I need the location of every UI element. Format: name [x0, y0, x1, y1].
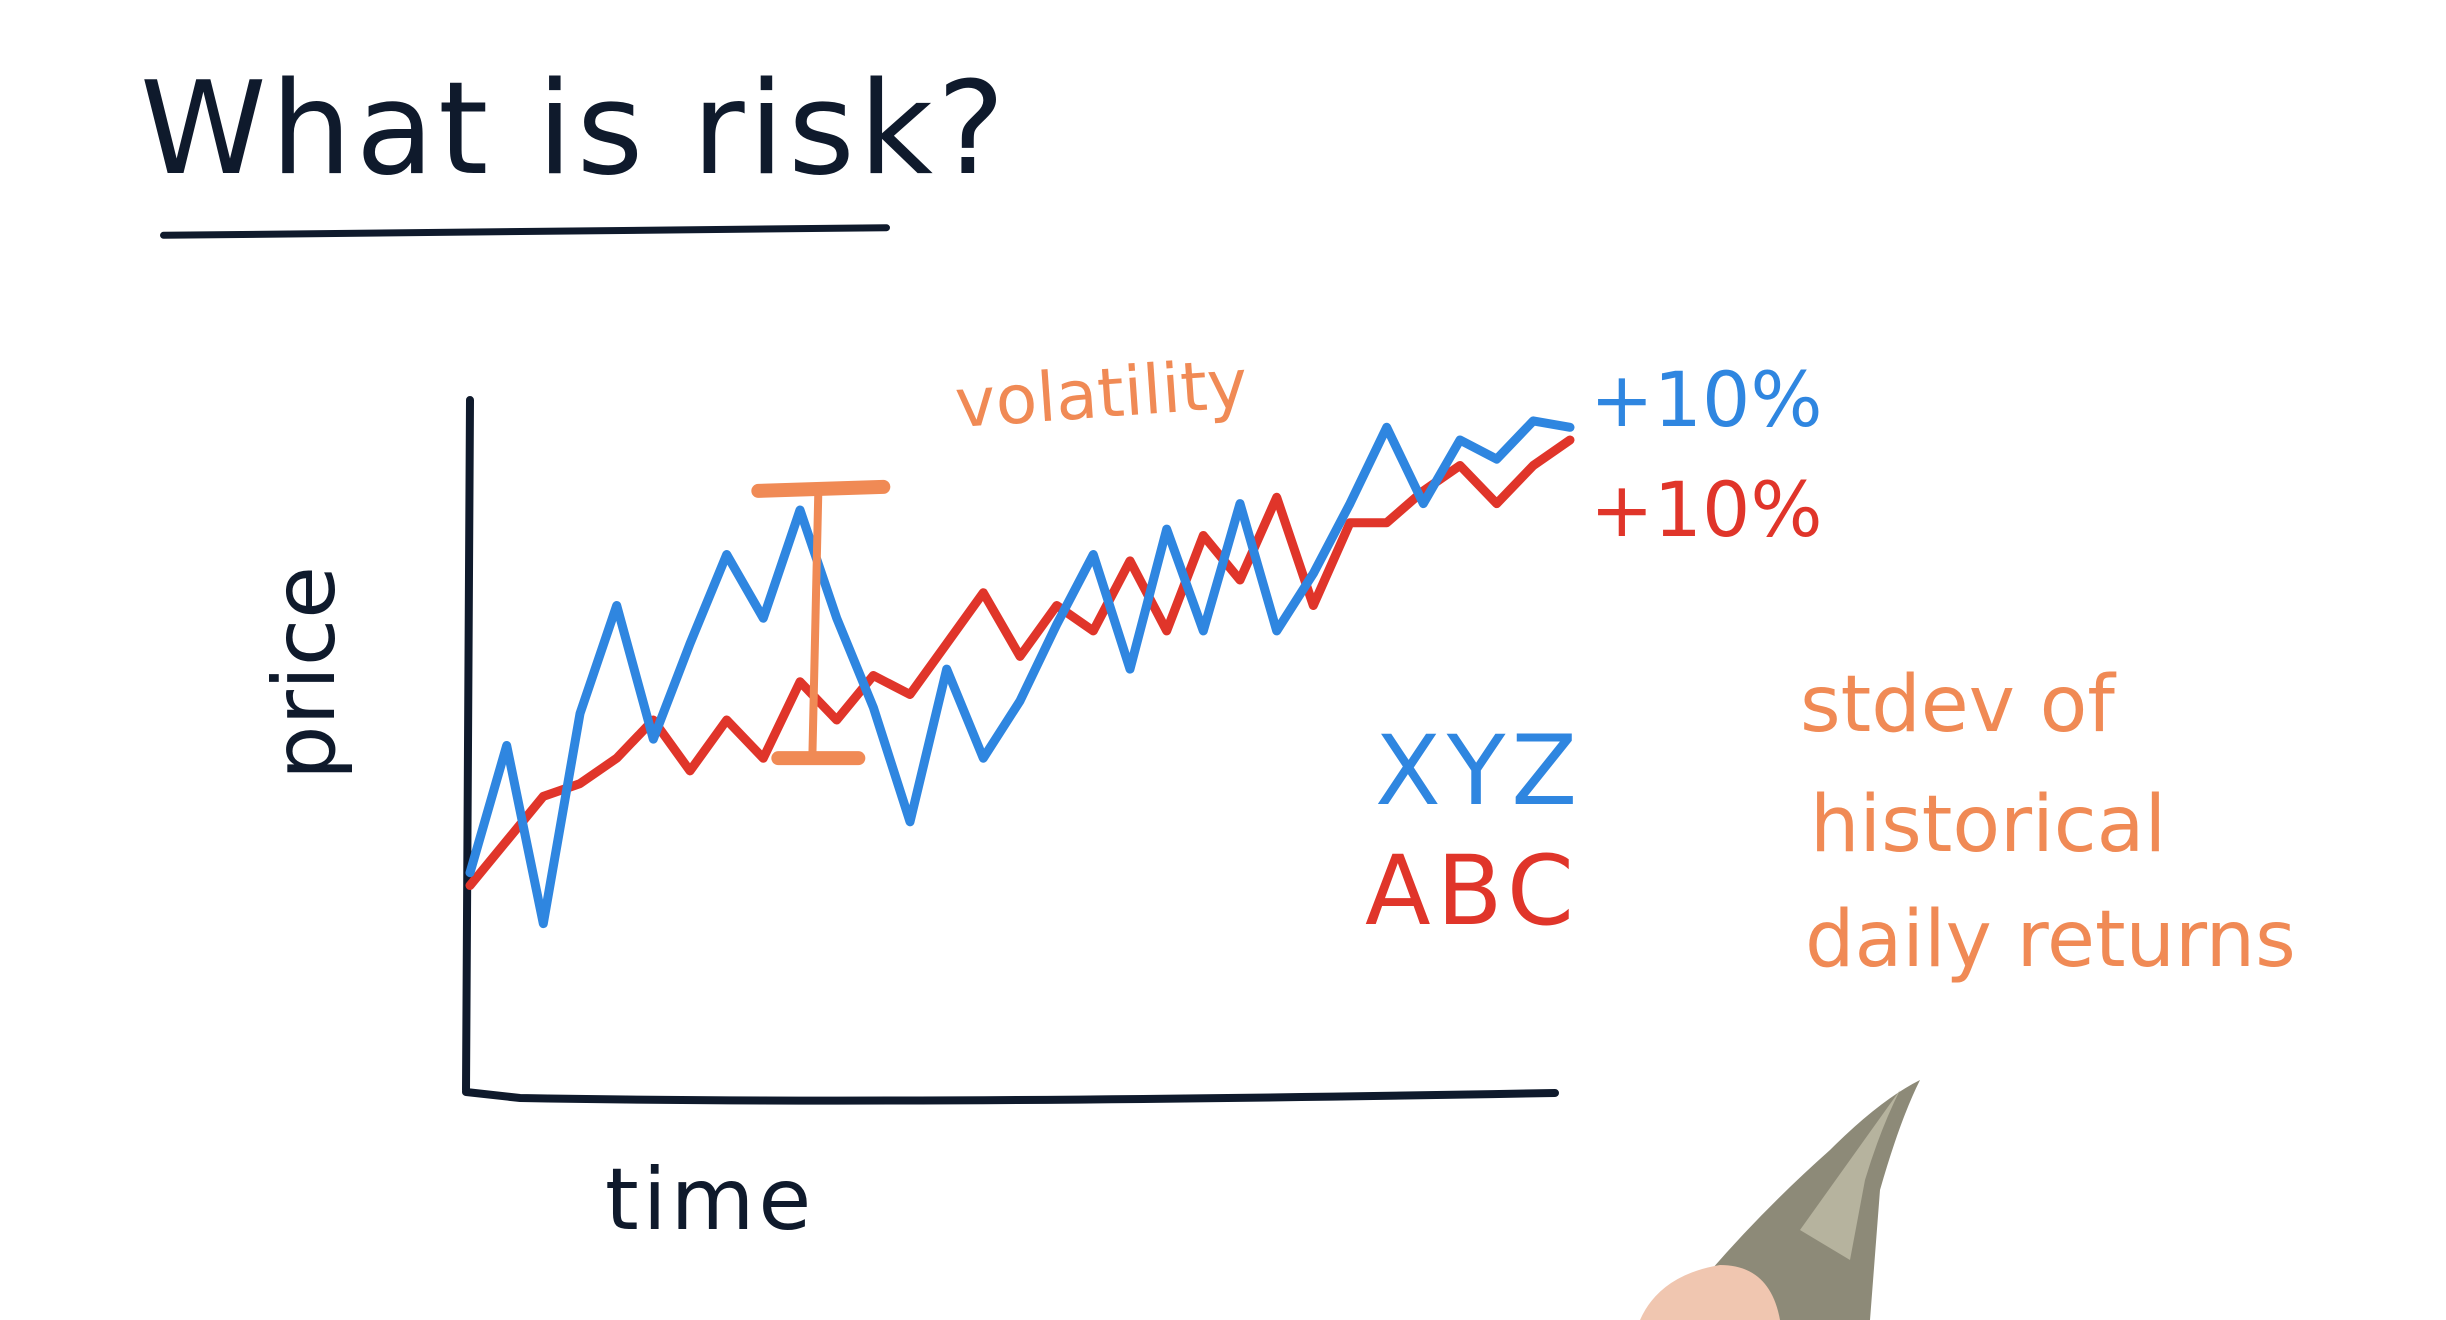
legend-xyz: XYZ [1375, 715, 1584, 827]
pen-tip-image [1640, 1080, 1920, 1320]
series-abc [465, 435, 1575, 890]
note-line-2: historical [1810, 780, 2167, 870]
volatility-cap-top [751, 479, 891, 498]
series-line-xyz [465, 416, 1575, 929]
xyz-return-label: +10% [1590, 355, 1823, 444]
legend-abc: ABC [1365, 835, 1580, 947]
abc-return-label: +10% [1590, 465, 1823, 554]
page-title: What is risk? [140, 55, 1009, 204]
series-line-abc [465, 435, 1575, 890]
y-axis [462, 396, 474, 1094]
note-line-1: stdev of [1800, 660, 2115, 750]
note-line-3: daily returns [1805, 895, 2296, 985]
series-xyz [465, 416, 1575, 929]
x-axis-label: time [605, 1150, 816, 1250]
volatility-bar [808, 486, 823, 763]
x-axis [462, 1088, 1559, 1105]
y-axis-label: price [255, 565, 355, 780]
